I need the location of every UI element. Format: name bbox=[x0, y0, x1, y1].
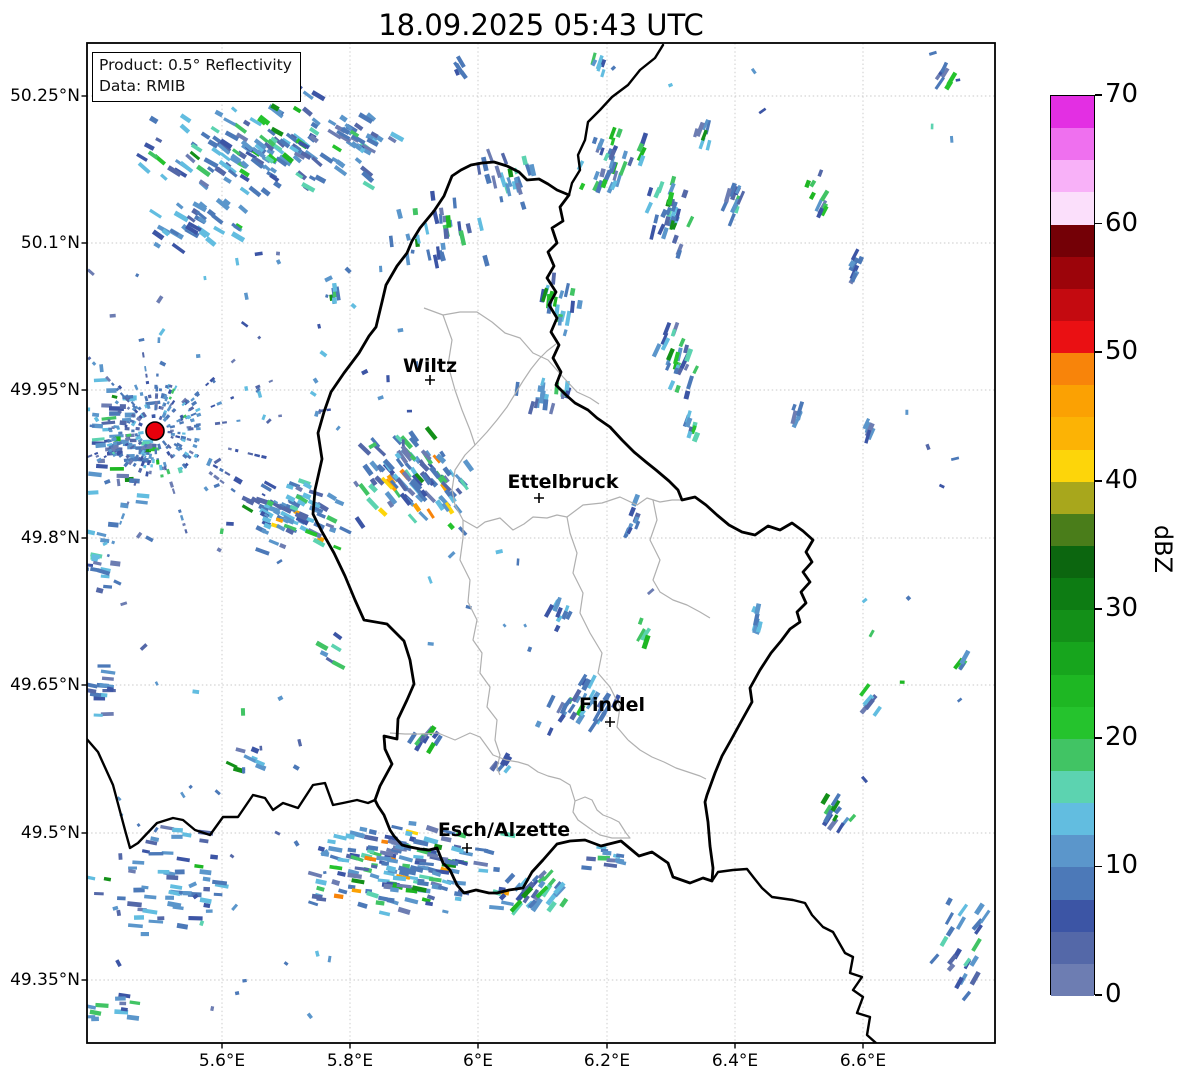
colorbar-tick-label: 40 bbox=[1105, 464, 1139, 495]
colorbar-segment bbox=[1051, 578, 1094, 611]
lat-tick-label: 49.5°N bbox=[20, 823, 80, 843]
lon-tick-label: 6.2°E bbox=[583, 1051, 631, 1071]
colorbar-tick-mark bbox=[1095, 994, 1102, 996]
colorbar-segment bbox=[1051, 224, 1094, 257]
colorbar-tick-mark bbox=[1095, 222, 1102, 225]
colorbar-segment bbox=[1051, 963, 1094, 996]
city-marker-ettelbruck bbox=[534, 493, 544, 503]
colorbar-tick-label: 70 bbox=[1105, 79, 1139, 109]
radar-echoes-layer bbox=[87, 50, 991, 1022]
colorbar-segment bbox=[1051, 417, 1094, 450]
colorbar-segment bbox=[1051, 513, 1094, 546]
colorbar-tick-mark bbox=[1095, 479, 1102, 482]
colorbar-segment bbox=[1051, 449, 1094, 482]
colorbar-segment bbox=[1051, 288, 1094, 321]
radar-site-marker bbox=[145, 421, 165, 441]
colorbar-tick-mark bbox=[1095, 351, 1102, 353]
colorbar-tick-mark bbox=[1095, 865, 1102, 868]
product-info-box: Product: 0.5° Reflectivity Data: RMIB bbox=[92, 52, 301, 102]
colorbar-segment bbox=[1051, 803, 1094, 836]
colorbar-segment bbox=[1051, 96, 1094, 129]
plot-frame bbox=[86, 42, 996, 1044]
colorbar-segment bbox=[1051, 160, 1094, 193]
plot-title: 18.09.2025 05:43 UTC bbox=[378, 8, 704, 42]
district-borders bbox=[389, 307, 711, 839]
lat-tick-label: 49.35°N bbox=[10, 970, 80, 990]
country-borders bbox=[87, 43, 878, 1043]
colorbar-tick-label: 20 bbox=[1105, 721, 1139, 752]
city-label-ettelbruck: Ettelbruck bbox=[508, 471, 619, 493]
city-marker-esch-alzette bbox=[462, 843, 472, 853]
colorbar-segment bbox=[1051, 128, 1094, 161]
colorbar-tick-mark bbox=[1095, 737, 1102, 739]
city-label-esch-alzette: Esch/Alzette bbox=[438, 819, 570, 841]
colorbar-segment bbox=[1051, 353, 1094, 386]
colorbar-segment bbox=[1051, 192, 1094, 225]
colorbar-segment bbox=[1051, 481, 1094, 514]
colorbar-tick-label: 60 bbox=[1105, 207, 1139, 238]
colorbar-tick-label: 30 bbox=[1105, 593, 1139, 624]
lon-tick-label: 5.6°E bbox=[198, 1051, 246, 1071]
lon-tick-label: 6.4°E bbox=[711, 1051, 759, 1071]
lat-tick-label: 49.65°N bbox=[10, 675, 80, 695]
colorbar-tick-mark bbox=[1095, 608, 1102, 611]
lat-tick-label: 50.25°N bbox=[10, 86, 80, 106]
data-source-line: Data: RMIB bbox=[99, 77, 186, 95]
country-border-luxembourg bbox=[311, 160, 815, 895]
colorbar-tick-label: 50 bbox=[1105, 336, 1139, 367]
colorbar-segment bbox=[1051, 610, 1094, 643]
lon-tick-label: 5.8°E bbox=[326, 1051, 374, 1071]
country-border-france-belgium bbox=[87, 737, 377, 850]
city-marker-wiltz bbox=[425, 375, 435, 385]
colorbar-segment bbox=[1051, 899, 1094, 932]
colorbar-segment bbox=[1051, 256, 1094, 289]
colorbar-segment bbox=[1051, 545, 1094, 579]
colorbar bbox=[1050, 95, 1095, 996]
colorbar-segment bbox=[1051, 867, 1094, 900]
colorbar-tick-label: 10 bbox=[1105, 850, 1139, 881]
colorbar-unit-label: dBZ bbox=[1149, 524, 1177, 574]
lat-tick-label: 49.95°N bbox=[10, 380, 80, 400]
country-border-france-germany bbox=[710, 867, 878, 1043]
city-label-wiltz: Wiltz bbox=[403, 355, 457, 377]
lat-tick-label: 49.8°N bbox=[20, 528, 80, 548]
axis-tick-marks bbox=[81, 95, 864, 1049]
colorbar-tick-mark bbox=[1095, 94, 1102, 96]
colorbar-segment bbox=[1051, 706, 1094, 739]
lon-tick-label: 6°E bbox=[462, 1051, 494, 1071]
colorbar-segment bbox=[1051, 770, 1094, 804]
colorbar-segment bbox=[1051, 320, 1094, 354]
city-marker-findel bbox=[605, 717, 615, 727]
city-labels: Wiltz Ettelbruck Findel Esch/Alzette bbox=[403, 355, 645, 853]
colorbar-segment bbox=[1051, 385, 1094, 418]
colorbar-tick-label: 0 bbox=[1105, 979, 1122, 1009]
colorbar-segment bbox=[1051, 931, 1094, 964]
lon-tick-label: 6.6°E bbox=[839, 1051, 887, 1071]
lat-tick-label: 50.1°N bbox=[20, 233, 80, 253]
colorbar-segment bbox=[1051, 642, 1094, 675]
colorbar-segment bbox=[1051, 835, 1094, 868]
country-border-belgium-germany bbox=[567, 43, 665, 197]
colorbar-segment bbox=[1051, 738, 1094, 771]
product-line: Product: 0.5° Reflectivity bbox=[99, 56, 292, 74]
city-label-findel: Findel bbox=[579, 694, 645, 716]
colorbar-segment bbox=[1051, 674, 1094, 707]
